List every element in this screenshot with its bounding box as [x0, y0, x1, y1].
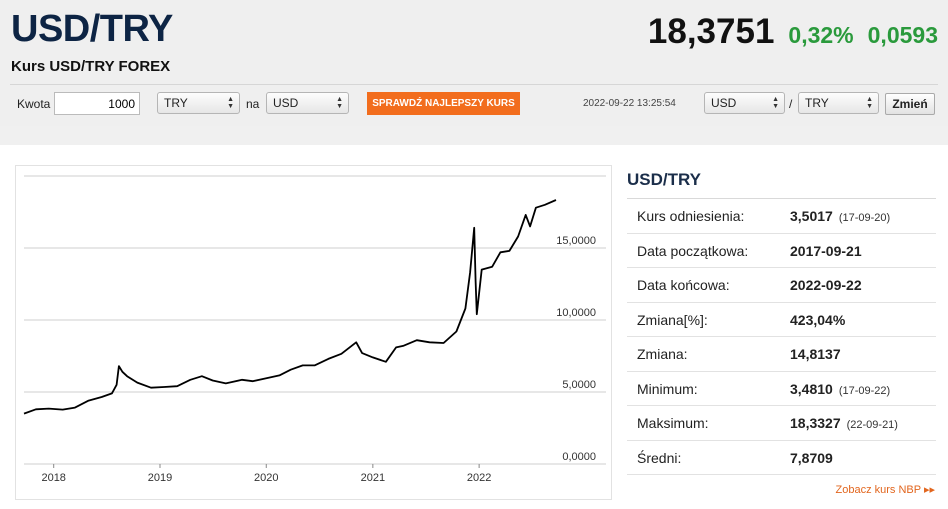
to-currency-select[interactable]: USD ▲ ▼ — [266, 92, 349, 114]
pair-subtitle: Kurs USD/TRY FOREX — [11, 58, 171, 75]
stats-label: Średni: — [637, 449, 682, 466]
amount-label: Kwota — [17, 97, 51, 111]
to-currency-value: USD — [273, 96, 299, 110]
stats-date: (22-09-21) — [846, 419, 898, 431]
pair-title: USD/TRY — [11, 8, 173, 50]
stats-value: 18,3327 (22-09-21) — [790, 415, 898, 431]
pair-quote-value: TRY — [805, 96, 829, 110]
stats-row-change: Zmiana: 14,8137 — [627, 337, 936, 372]
stats-value: 2022-09-22 — [790, 277, 862, 293]
quote-header: USD/TRY Kurs USD/TRY FOREX 18,3751 0,32%… — [0, 0, 948, 126]
quote-timestamp: 2022-09-22 13:25:54 — [583, 98, 676, 109]
stats-value: 2017-09-21 — [790, 242, 862, 259]
stats-value: 3,4810 (17-09-22) — [790, 380, 891, 397]
from-currency-value: TRY — [164, 96, 188, 110]
pair-base-select[interactable]: USD ▲ ▼ — [704, 92, 785, 114]
select-arrows-icon: ▲ ▼ — [227, 96, 234, 110]
stats-row-maximum: Maksimum: 18,3327 (22-09-21) — [627, 406, 936, 441]
stats-value: 14,8137 — [790, 346, 841, 362]
stats-row-average: Średni: 7,8709 — [627, 441, 936, 475]
price-block: 18,3751 0,32% 0,0593 — [648, 12, 938, 52]
series-line — [23, 199, 557, 415]
content-panel: 0,0000 5,0000 10,0000 15,0000 2018 2019 2020 20… — [0, 145, 948, 509]
to-label: na — [246, 97, 260, 111]
stats-panel: USD/TRY Kurs odniesienia: 3,5017 (17-09-2… — [627, 165, 936, 475]
stats-label: Maksimum: — [637, 415, 709, 431]
stats-row-minimum: Minimum: 3,4810 (17-09-22) — [627, 372, 936, 406]
stats-value: 423,04% — [790, 311, 846, 328]
stats-row-end-date: Data końcowa: 2022-09-22 — [627, 268, 936, 303]
stats-row-change-percent: Zmiana[%]: 423,04% — [627, 303, 936, 337]
stats-label: Kurs odniesienia: — [637, 208, 745, 224]
y-tick-label: 10,0000 — [556, 307, 596, 319]
stats-table: Kurs odniesienia: 3,5017 (17-09-20) Data … — [627, 198, 936, 475]
amount-input[interactable] — [54, 92, 140, 115]
stats-value: 3,5017 (17-09-20) — [790, 208, 891, 224]
select-arrows-icon: ▲ ▼ — [866, 96, 873, 110]
from-currency-select[interactable]: TRY ▲ ▼ — [157, 92, 240, 114]
price-chart[interactable]: 0,0000 5,0000 10,0000 15,0000 2018 2019 2020 20… — [15, 165, 612, 500]
stats-value: 7,8709 — [790, 449, 833, 466]
x-tick-label: 2018 — [41, 472, 65, 484]
change-value: 0,0593 — [867, 22, 938, 48]
select-arrows-icon: ▲ ▼ — [336, 96, 343, 110]
stats-label: Data początkowa: — [637, 242, 749, 259]
price-chart-svg: 0,0000 5,0000 10,0000 15,0000 2018 2019 2020 20… — [23, 175, 606, 484]
x-tick-label: 2019 — [148, 472, 172, 484]
best-rate-button[interactable]: SPRAWDŹ NAJLEPSZY KURS — [367, 92, 520, 115]
header-divider — [10, 84, 938, 85]
y-tick-label: 15,0000 — [556, 235, 596, 247]
stats-label: Zmiana: — [637, 346, 688, 362]
stats-label: Data końcowa: — [637, 277, 730, 293]
nbp-rate-link[interactable]: Zobacz kurs NBP ▸▸ — [835, 484, 936, 496]
select-arrows-icon: ▲ ▼ — [772, 96, 779, 110]
current-price: 18,3751 — [647, 12, 775, 51]
y-tick-label: 5,0000 — [562, 379, 596, 391]
stats-date: (17-09-20) — [838, 212, 891, 224]
stats-date: (17-09-22) — [838, 384, 891, 397]
stats-label: Zmiana[%]: — [637, 311, 708, 328]
pair-separator: / — [789, 97, 793, 111]
change-percent: 0,32% — [788, 22, 854, 48]
stats-label: Minimum: — [637, 380, 698, 397]
currency-converter: Kwota TRY ▲▼ na USD ▲▼ SPRAWDŹ NAJLEPSZY… — [0, 91, 948, 119]
double-chevron-right-icon: ▸▸ — [923, 484, 935, 496]
x-tick-label: 2022 — [467, 472, 491, 484]
y-tick-label: 0,0000 — [562, 451, 596, 463]
pair-base-value: USD — [711, 96, 737, 110]
x-tick-label: 2021 — [361, 472, 385, 484]
stats-title: USD/TRY — [627, 170, 701, 189]
swap-pair-button[interactable]: Zmień — [885, 93, 935, 115]
stats-row-start-date: Data początkowa: 2017-09-21 — [627, 234, 936, 268]
pair-quote-select[interactable]: TRY ▲ ▼ — [798, 92, 879, 114]
stats-row-reference-rate: Kurs odniesienia: 3,5017 (17-09-20) — [627, 199, 936, 234]
x-tick-label: 2020 — [254, 472, 278, 484]
